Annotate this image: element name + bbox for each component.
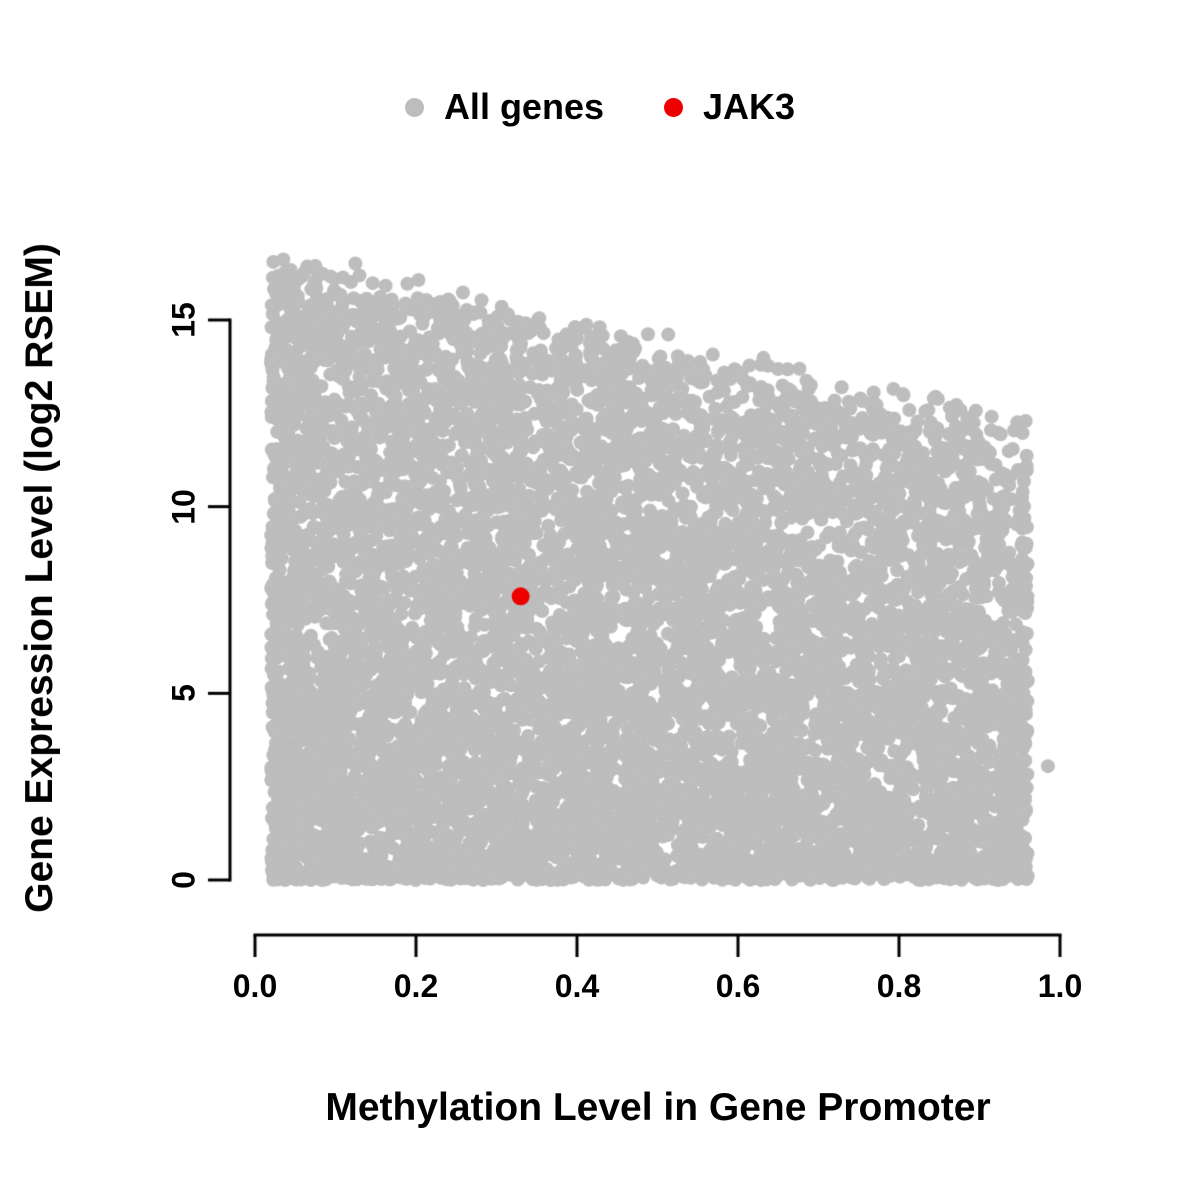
x-tick-label-0.0: 0.0	[232, 968, 278, 1004]
legend: All genes JAK3	[0, 86, 1200, 128]
legend-item-jak3: JAK3	[664, 86, 795, 128]
legend-item-all-genes: All genes	[404, 86, 604, 128]
x-tick-label-0.8: 0.8	[876, 968, 922, 1004]
y-axis-title: Gene Expression Level (log2 RSEM)	[18, 243, 61, 913]
y-tick-label-0: 0	[165, 871, 202, 889]
y-tick-label-15: 15	[165, 302, 202, 338]
jak3-marker-icon	[664, 97, 683, 117]
y-tick-label-5: 5	[165, 684, 202, 703]
x-tick-label-0.6: 0.6	[715, 968, 761, 1004]
legend-label-jak3: JAK3	[703, 86, 796, 127]
x-axis-title: Methylation Level in Gene Promoter	[325, 1086, 991, 1129]
legend-label-all-genes: All genes	[443, 86, 604, 127]
x-tick-label-0.4: 0.4	[554, 968, 600, 1004]
all-genes-marker-icon	[404, 97, 424, 117]
x-tick-label-0.2: 0.2	[393, 968, 439, 1004]
x-tick-label-1.0: 1.0	[1037, 968, 1083, 1004]
y-tick-label-10: 10	[165, 488, 202, 525]
